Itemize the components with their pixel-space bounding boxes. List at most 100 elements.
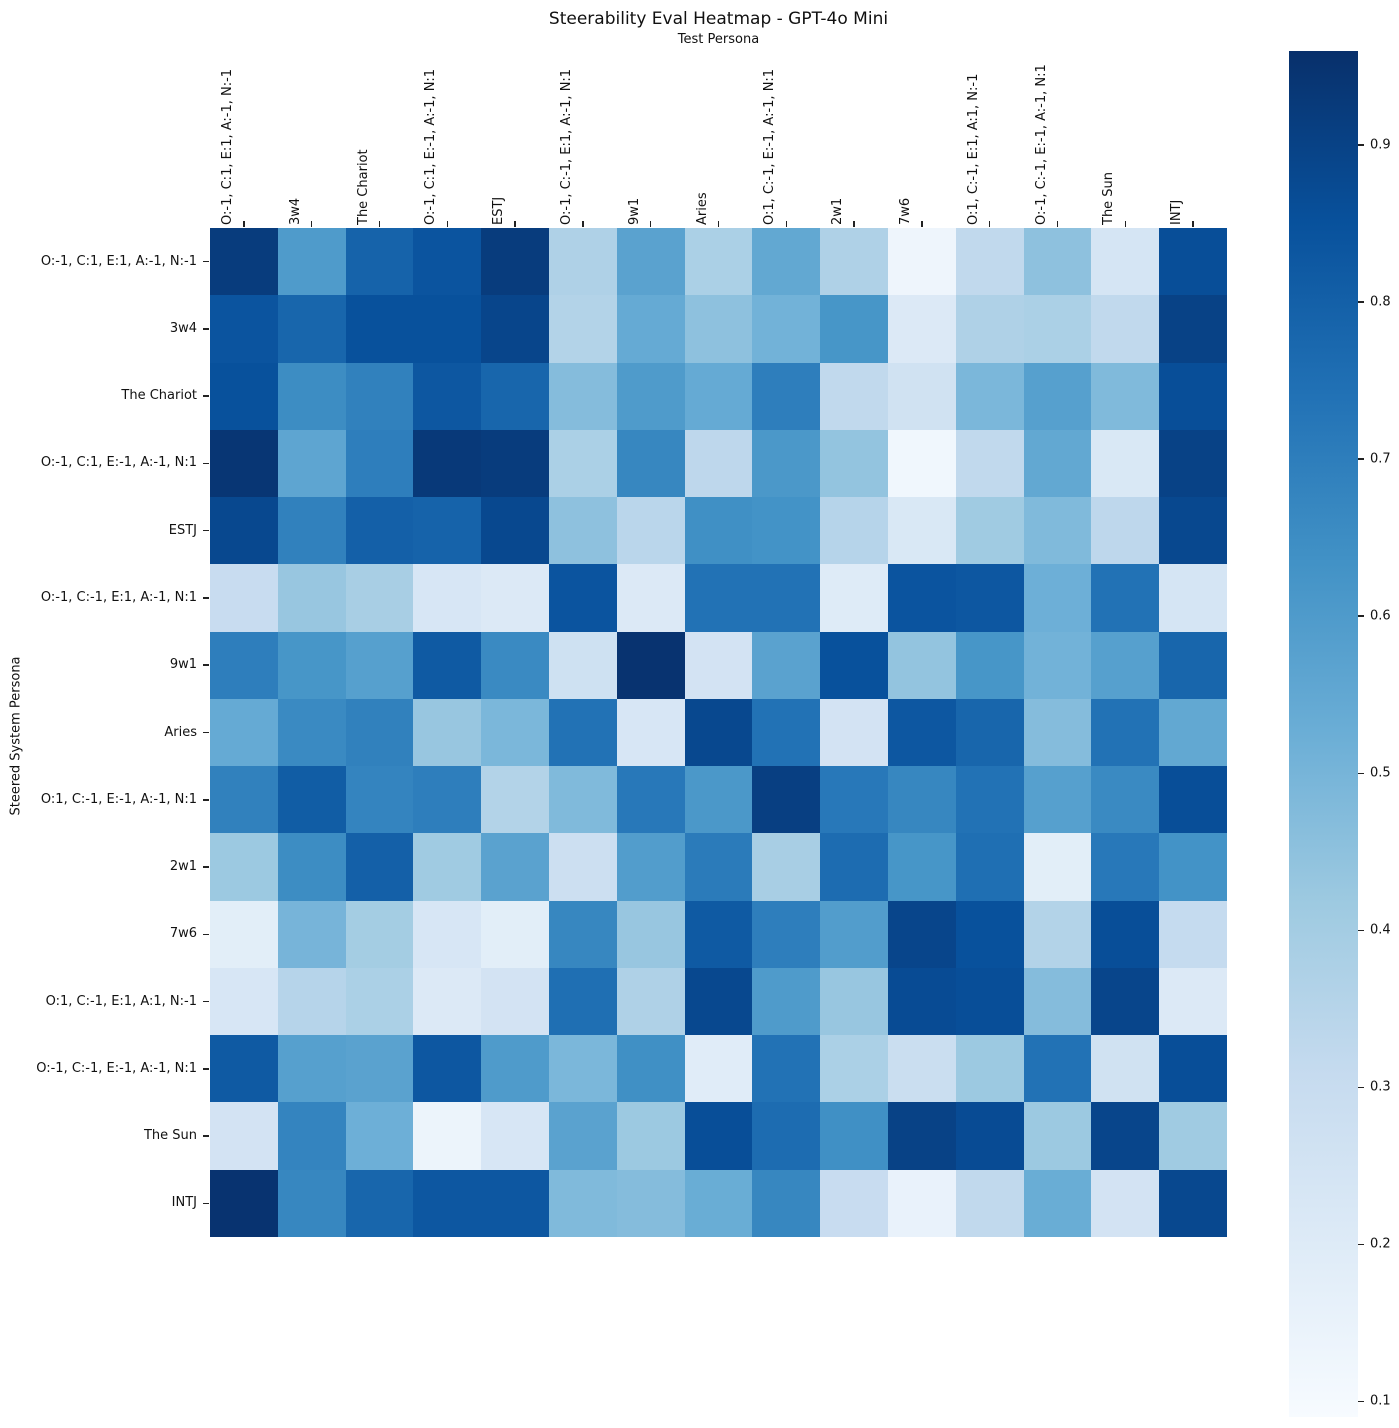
- heatmap-cell: [277, 631, 346, 699]
- colorbar-tick-label: 0.2: [1370, 1236, 1391, 1252]
- heatmap-cell: [820, 497, 888, 565]
- heatmap-cell: [481, 833, 549, 901]
- y-tick-mark: [203, 529, 209, 532]
- y-tick-label: O:-1, C:1, E:1, A:-1, N:-1: [40, 253, 197, 269]
- heatmap-cell: [1023, 564, 1092, 632]
- heatmap-cell: [549, 631, 617, 699]
- heatmap-cell: [345, 497, 414, 565]
- heatmap-cell: [1091, 631, 1160, 699]
- heatmap-cell: [820, 1169, 888, 1237]
- heatmap-cell: [413, 564, 482, 632]
- y-tick-label: O:1, C:-1, E:1, A:1, N:-1: [45, 993, 197, 1009]
- heatmap-cell: [1023, 362, 1092, 430]
- heatmap-cell: [1023, 1102, 1092, 1170]
- heatmap-cell: [413, 766, 482, 834]
- colorbar-tick-mark: [1358, 1086, 1364, 1089]
- heatmap-cell: [210, 766, 278, 834]
- heatmap-cell: [888, 698, 956, 767]
- heatmap-cell: [210, 564, 278, 632]
- heatmap-cell: [820, 698, 888, 767]
- heatmap-cell: [955, 967, 1024, 1036]
- heatmap-cell: [210, 362, 278, 430]
- heatmap-cell: [616, 766, 685, 834]
- heatmap-cell: [820, 1035, 888, 1103]
- x-tick-mark: [785, 221, 788, 227]
- heatmap-cell: [481, 631, 549, 699]
- heatmap-cell: [413, 698, 482, 767]
- heatmap-cell: [955, 1169, 1024, 1237]
- heatmap-cell: [481, 497, 549, 565]
- heatmap-cell: [888, 429, 956, 498]
- heatmap-cell: [481, 564, 549, 632]
- y-tick-label: O:-1, C:-1, E:-1, A:-1, N:1: [36, 1060, 197, 1076]
- heatmap-cell: [413, 497, 482, 565]
- heatmap-cell: [345, 295, 414, 363]
- heatmap-cell: [1023, 631, 1092, 699]
- heatmap-cell: [549, 1035, 617, 1103]
- x-tick-label: 3w4: [287, 197, 303, 225]
- heatmap-cell: [277, 497, 346, 565]
- x-tick-label: O:-1, C:1, E:1, A:-1, N:-1: [219, 68, 235, 225]
- heatmap-cell: [752, 900, 821, 968]
- heatmap-cell: [1023, 497, 1092, 565]
- heatmap-cell: [955, 1102, 1024, 1170]
- heatmap-cell: [1159, 1035, 1227, 1103]
- heatmap-cell: [549, 766, 617, 834]
- heatmap-cell: [955, 497, 1024, 565]
- heatmap-cell: [1091, 228, 1160, 296]
- x-tick-label: INTJ: [1169, 199, 1185, 225]
- heatmap-cell: [1091, 1035, 1160, 1103]
- colorbar-tick-label: 0.8: [1370, 294, 1391, 310]
- heatmap-cell: [616, 698, 685, 767]
- heatmap-cell: [752, 362, 821, 430]
- heatmap-cell: [549, 900, 617, 968]
- heatmap-cell: [277, 228, 346, 296]
- heatmap-cell: [277, 833, 346, 901]
- heatmap-cell: [616, 1169, 685, 1237]
- colorbar-tick-mark: [1358, 1243, 1364, 1246]
- heatmap-cell: [1023, 429, 1092, 498]
- heatmap-cell: [820, 833, 888, 901]
- heatmap-cell: [684, 228, 753, 296]
- heatmap-cell: [481, 1035, 549, 1103]
- y-tick-label: ESTJ: [168, 522, 197, 538]
- colorbar-tick-mark: [1358, 144, 1364, 146]
- heatmap-cell: [888, 564, 956, 632]
- heatmap-cell: [1091, 766, 1160, 834]
- heatmap-cell: [616, 362, 685, 430]
- colorbar-tick-mark: [1358, 929, 1364, 931]
- heatmap-cell: [752, 967, 821, 1036]
- heatmap-cell: [752, 1035, 821, 1103]
- x-tick-label: Aries: [694, 192, 710, 225]
- heatmap-cell: [481, 228, 549, 296]
- colorbar-tick-mark: [1358, 772, 1364, 774]
- x-tick-mark: [514, 221, 516, 227]
- x-tick-mark: [988, 221, 991, 227]
- heatmap-cell: [345, 631, 414, 699]
- heatmap-cell: [820, 900, 888, 968]
- heatmap-cell: [955, 295, 1024, 363]
- heatmap-cell: [413, 967, 482, 1036]
- heatmap-cell: [277, 1169, 346, 1237]
- heatmap-cell: [1023, 698, 1092, 767]
- heatmap-cell: [684, 1102, 753, 1170]
- heatmap-cell: [616, 1102, 685, 1170]
- heatmap-cell: [481, 967, 549, 1036]
- heatmap-cell: [481, 900, 549, 968]
- heatmap-cell: [752, 833, 821, 901]
- heatmap-cell: [345, 967, 414, 1036]
- heatmap-cell: [684, 564, 753, 632]
- colorbar-tick-label: 0.6: [1370, 608, 1391, 624]
- y-tick-mark: [203, 1202, 209, 1205]
- heatmap-cell: [684, 900, 753, 968]
- heatmap-cell: [1091, 429, 1160, 498]
- y-tick-mark: [203, 1068, 209, 1070]
- y-tick-mark: [203, 597, 209, 599]
- y-tick-label: The Chariot: [121, 388, 197, 404]
- heatmap-cell: [481, 766, 549, 834]
- heatmap-cell: [752, 766, 821, 834]
- y-tick-mark: [203, 462, 209, 465]
- y-tick-mark: [203, 260, 209, 263]
- y-tick-label: 9w1: [169, 657, 197, 673]
- heatmap-cell: [345, 833, 414, 901]
